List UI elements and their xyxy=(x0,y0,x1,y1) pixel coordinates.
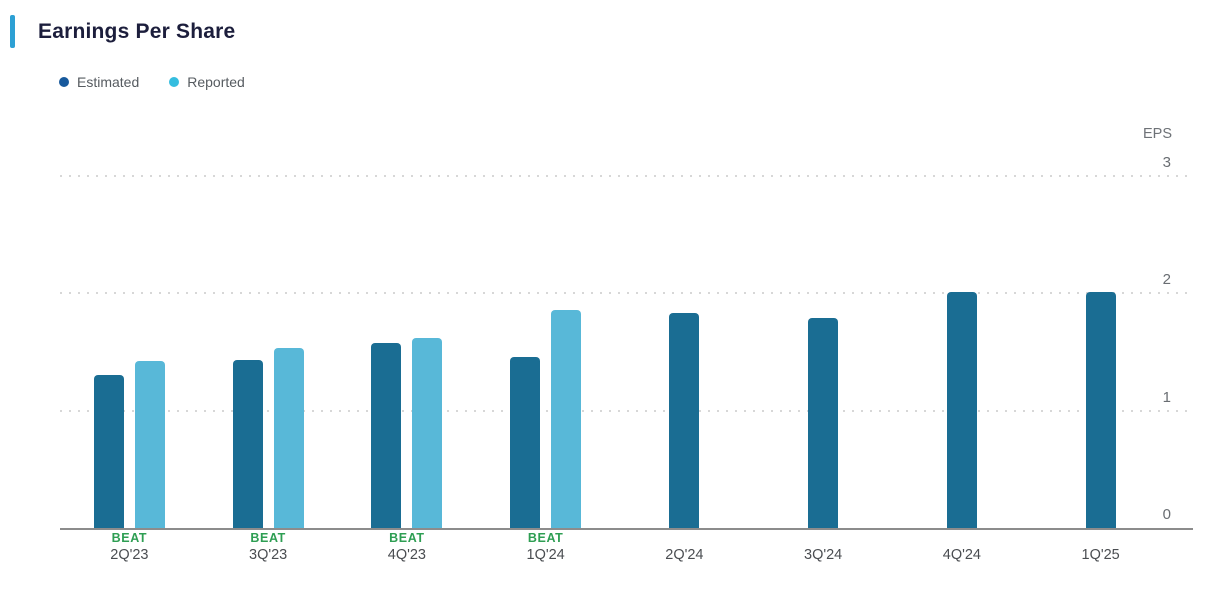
estimated-bar-2Q'23[interactable] xyxy=(93,375,124,529)
panel-header: Earnings Per Share xyxy=(10,15,235,48)
page-title: Earnings Per Share xyxy=(38,19,236,43)
gridline-1 xyxy=(60,409,1193,412)
gridline-3 xyxy=(60,175,1193,178)
x-tick-label-3Q'23: 3Q'23 xyxy=(249,547,288,563)
reported-dot-icon xyxy=(169,77,180,87)
beat-badge-1Q'24: BEAT xyxy=(527,531,564,545)
x-label-cell-1Q'25: 1Q'25 xyxy=(1031,531,1170,565)
reported-bar-3Q'23[interactable] xyxy=(273,348,304,529)
estimated-bar-3Q'24[interactable] xyxy=(808,317,839,529)
bar-groups xyxy=(60,130,1170,529)
x-tick-label-2Q'24: 2Q'24 xyxy=(665,547,704,563)
legend-label-reported: Reported xyxy=(187,74,245,90)
estimated-bar-3Q'23[interactable] xyxy=(232,360,263,529)
x-axis-line xyxy=(60,528,1193,530)
gridline-2 xyxy=(60,292,1193,295)
x-label-cell-3Q'24: 3Q'24 xyxy=(754,531,893,565)
beat-badge-2Q'24 xyxy=(615,531,754,546)
x-label-cell-4Q'23: BEAT 4Q'23 xyxy=(338,531,477,565)
estimated-bar-4Q'23[interactable] xyxy=(371,342,402,529)
legend-item-reported[interactable]: Reported xyxy=(169,74,245,90)
x-tick-label-1Q'25: 1Q'25 xyxy=(1081,547,1120,563)
chart-legend: Estimated Reported xyxy=(59,74,245,90)
bar-group-3Q'23 xyxy=(199,130,338,529)
y-tick-label-0: 0 xyxy=(1162,506,1171,523)
bar-group-2Q'23 xyxy=(60,130,199,529)
y-tick-label-2: 2 xyxy=(1162,271,1171,289)
estimated-bar-1Q'25[interactable] xyxy=(1085,292,1116,529)
estimated-bar-2Q'24[interactable] xyxy=(669,313,700,529)
reported-bar-4Q'23[interactable] xyxy=(412,337,443,529)
x-label-cell-2Q'23: BEAT 2Q'23 xyxy=(60,531,199,565)
y-axis-title: EPS xyxy=(1142,125,1172,142)
x-tick-label-3Q'24: 3Q'24 xyxy=(804,547,843,563)
x-label-cell-1Q'24: BEAT 1Q'24 xyxy=(476,531,615,565)
beat-badge-1Q'25 xyxy=(1031,531,1170,546)
beat-badge-4Q'23: BEAT xyxy=(389,531,425,545)
bar-group-1Q'24 xyxy=(476,130,615,529)
y-tick-label-3: 3 xyxy=(1162,154,1171,172)
x-tick-label-2Q'23: 2Q'23 xyxy=(110,547,149,563)
x-tick-label-4Q'23: 4Q'23 xyxy=(387,547,426,563)
x-label-cell-3Q'23: BEAT 3Q'23 xyxy=(199,531,338,565)
beat-badge-2Q'23: BEAT xyxy=(111,531,148,545)
reported-bar-2Q'23[interactable] xyxy=(134,361,165,529)
x-tick-label-1Q'24: 1Q'24 xyxy=(526,547,565,563)
bar-group-3Q'24 xyxy=(754,130,893,529)
reported-bar-1Q'24[interactable] xyxy=(551,309,582,529)
y-tick-label-1: 1 xyxy=(1162,388,1171,406)
x-label-cell-4Q'24: 4Q'24 xyxy=(893,531,1032,565)
beat-badge-3Q'23: BEAT xyxy=(250,531,286,545)
beat-badge-4Q'24 xyxy=(893,531,1032,546)
estimated-bar-1Q'24[interactable] xyxy=(510,356,541,529)
bar-group-2Q'24 xyxy=(615,130,754,529)
legend-label-estimated: Estimated xyxy=(77,74,140,90)
title-accent-bar xyxy=(10,15,15,48)
beat-badge-3Q'24 xyxy=(754,531,893,546)
estimated-bar-4Q'24[interactable] xyxy=(946,292,977,529)
legend-item-estimated[interactable]: Estimated xyxy=(59,74,139,90)
bar-group-4Q'23 xyxy=(338,130,477,529)
bar-group-4Q'24 xyxy=(893,130,1032,529)
x-tick-label-4Q'24: 4Q'24 xyxy=(942,547,981,563)
estimated-dot-icon xyxy=(59,77,69,87)
bar-group-1Q'25 xyxy=(1031,130,1170,529)
x-axis-labels: BEAT 2Q'23 BEAT 3Q'23 BEAT 4Q'23 BEAT 1Q'24 2Q'2… xyxy=(60,531,1170,565)
x-label-cell-2Q'24: 2Q'24 xyxy=(615,531,754,565)
